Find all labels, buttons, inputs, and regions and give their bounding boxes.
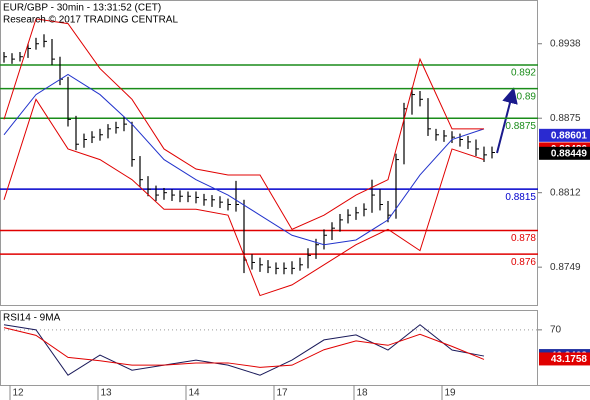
x-tick-label: 14 <box>188 388 200 399</box>
x-tick-label: 12 <box>12 388 24 399</box>
last-value-box <box>539 146 590 160</box>
indicator-line <box>3 73 485 246</box>
chart-title: RSI14 - 9MA <box>3 313 61 324</box>
price-panel-frame <box>0 0 538 306</box>
level-label: 0.878 <box>511 233 536 244</box>
last-value-box <box>539 352 590 366</box>
level-label: 0.876 <box>511 257 536 268</box>
level-label: 0.892 <box>511 68 536 79</box>
x-tick-label: 13 <box>100 388 112 399</box>
indicator-line <box>3 327 485 368</box>
y-tick-label: 0.8812 <box>550 187 581 198</box>
y-tick-label: 0.8938 <box>550 38 581 49</box>
x-tick-label: 18 <box>356 388 368 399</box>
last-value-label: 0.88601 <box>551 130 588 141</box>
y-tick-label: 70 <box>550 324 562 335</box>
last-value-label: 43.1758 <box>551 354 588 365</box>
y-tick-label: 0.8875 <box>550 113 581 124</box>
level-label: 0.8875 <box>505 121 536 132</box>
level-label: 0.8815 <box>505 192 536 203</box>
indicator-line <box>3 98 485 297</box>
x-tick-label: 17 <box>276 388 288 399</box>
indicator-line <box>3 18 484 230</box>
chart-title: EUR/GBP - 30min - 13:31:52 (CET) <box>3 3 161 14</box>
chart-subtitle: Research © 2017 TRADING CENTRAL <box>3 15 178 26</box>
x-tick-label: 19 <box>444 388 456 399</box>
y-tick-label: 0.8749 <box>550 262 581 273</box>
plot-area <box>0 18 538 297</box>
plot-area <box>0 324 538 376</box>
last-value-label: 0.88449 <box>551 148 588 159</box>
forecast-arrow <box>496 87 518 154</box>
last-value-box <box>539 128 590 142</box>
indicator-line <box>3 324 485 376</box>
level-label: 0.89 <box>517 91 537 102</box>
